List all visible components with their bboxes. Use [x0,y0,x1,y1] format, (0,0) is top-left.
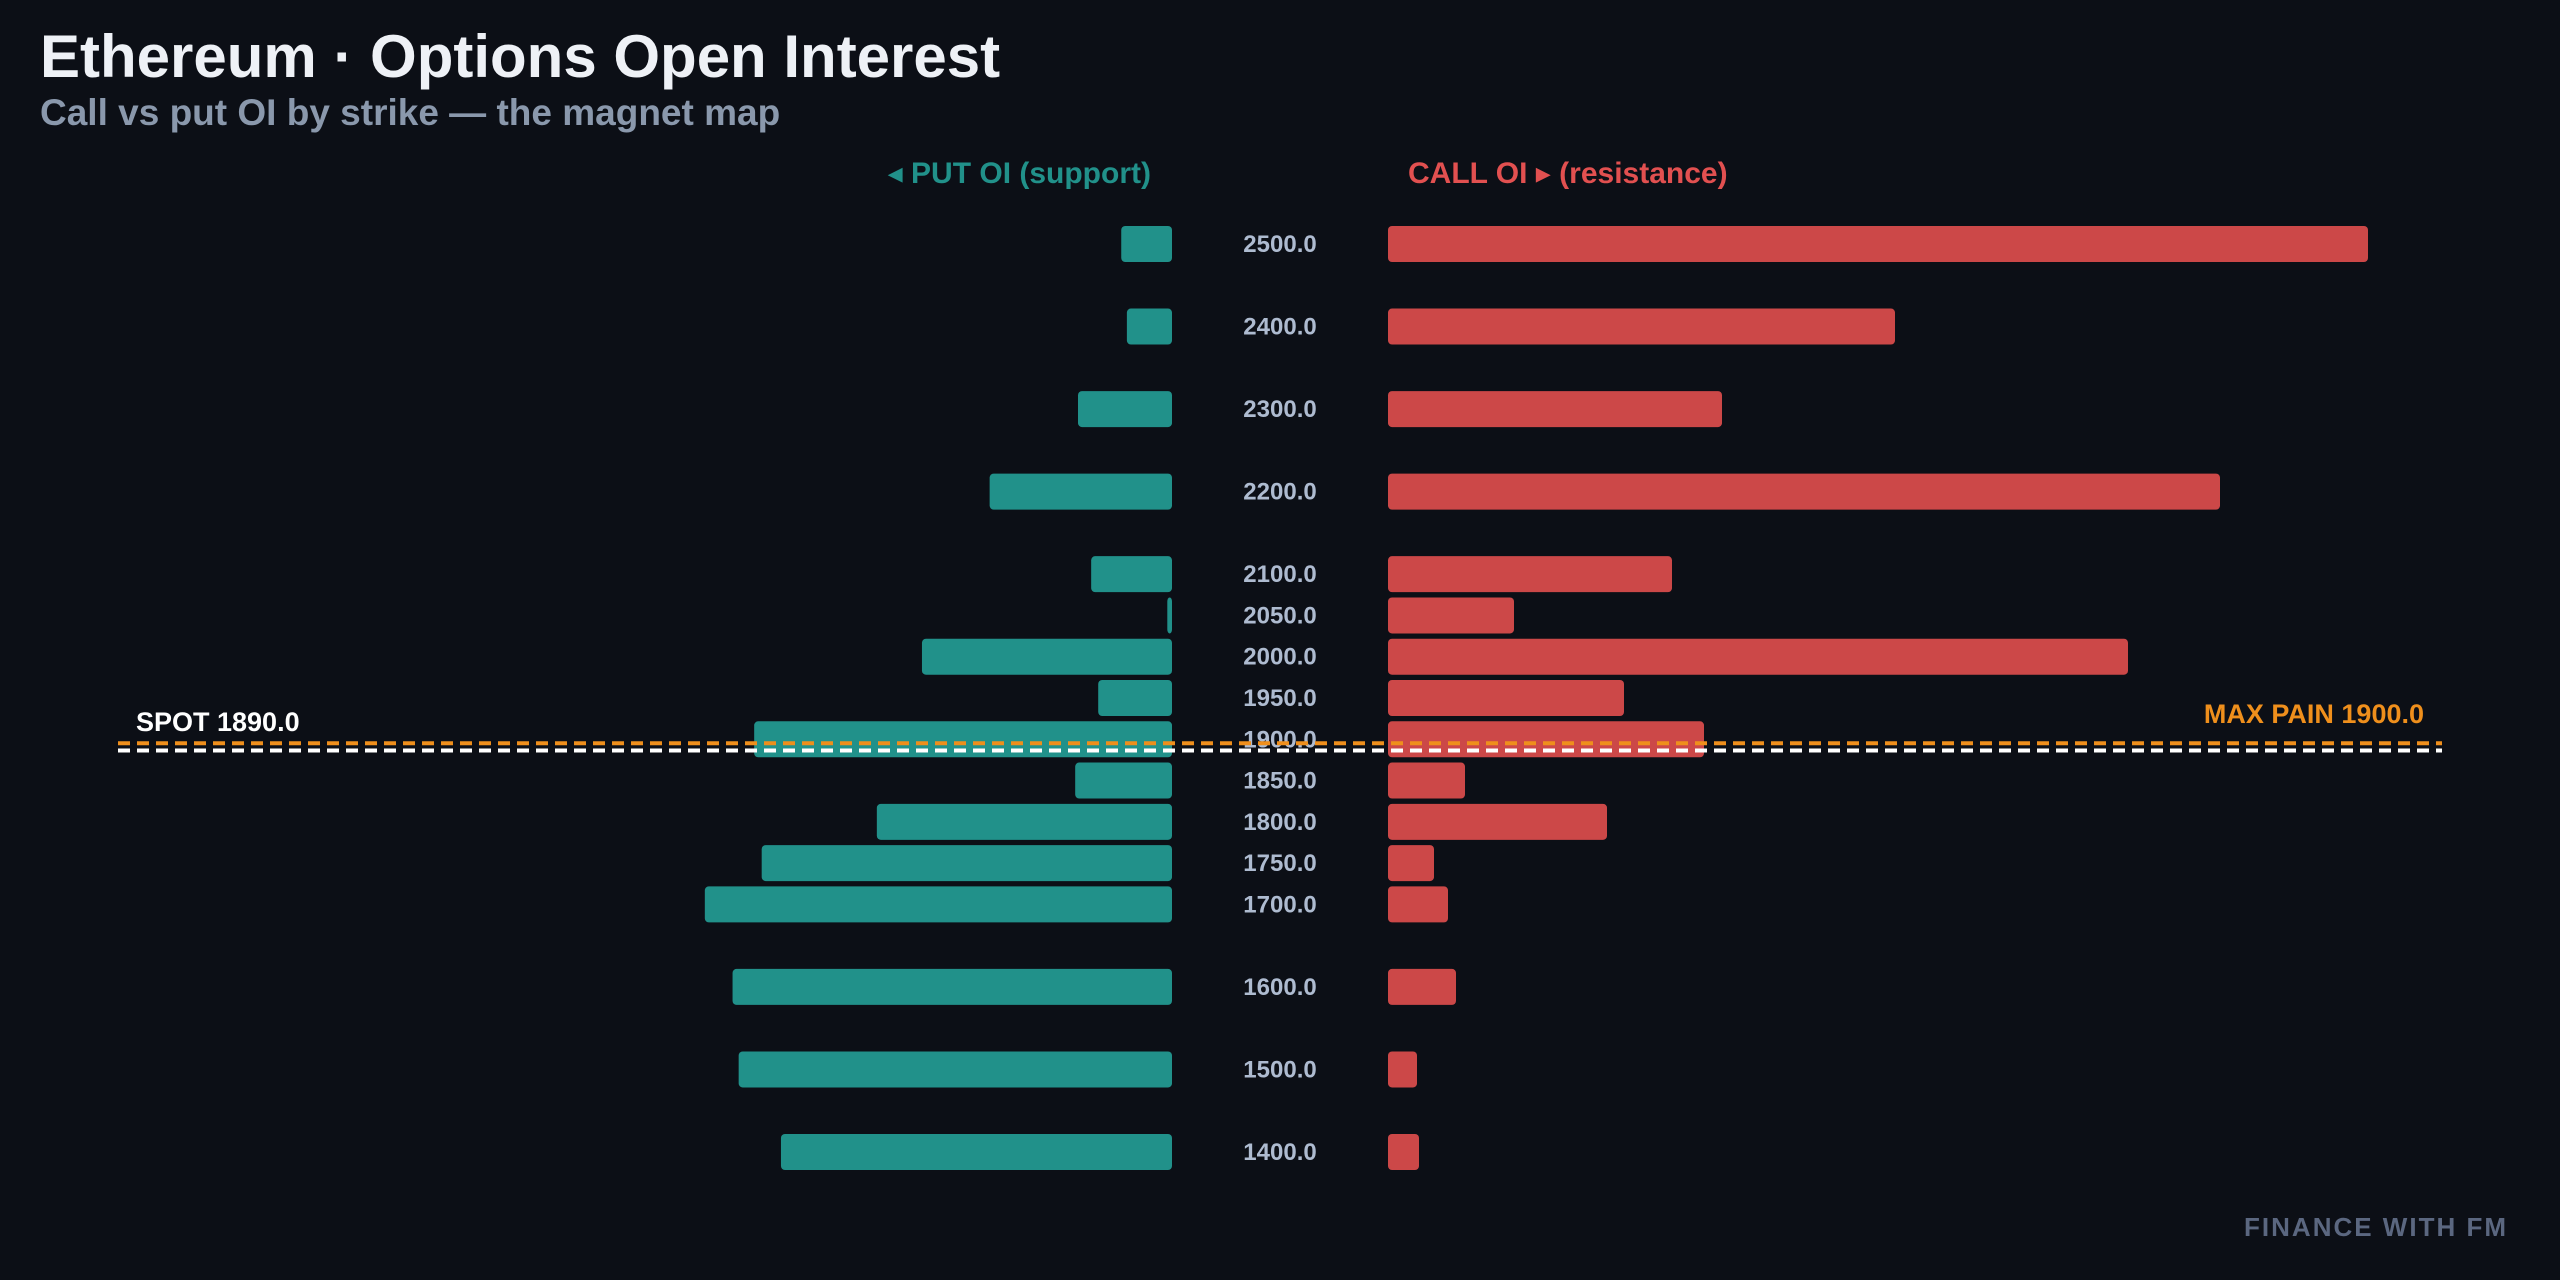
chart-title: Ethereum · Options Open Interest [40,23,1001,90]
put-oi-bar [704,886,1172,923]
strike-label: 1400.0 [1243,1139,1316,1166]
put-oi-bar [761,845,1172,882]
put-oi-bar [1078,391,1172,428]
call-oi-header: CALL OI ▸ (resistance) [1408,157,1728,190]
call-oi-bar [1388,597,1514,634]
put-oi-bar [1167,597,1172,634]
strike-label: 1750.0 [1243,850,1316,877]
put-oi-bar [1098,680,1172,716]
strike-label: 1700.0 [1243,891,1316,918]
put-oi-bar [754,721,1172,758]
call-oi-bar [1388,1134,1419,1170]
call-oi-bar [1388,680,1624,716]
strike-label: 1800.0 [1243,809,1316,836]
strike-label: 2400.0 [1243,314,1316,341]
chart-subtitle: Call vs put OI by strike — the magnet ma… [40,92,781,133]
strike-label: 2500.0 [1243,231,1316,258]
max-pain-label: MAX PAIN 1900.0 [2204,699,2424,729]
call-oi-bar [1388,845,1434,882]
call-oi-bar [1388,638,2128,675]
strike-label: 2000.0 [1243,644,1316,671]
put-oi-header: ◂ PUT OI (support) [888,157,1151,190]
put-oi-bar [738,1051,1172,1088]
put-oi-bar [1126,308,1172,345]
call-oi-bar [1388,968,1456,1005]
strike-label: 2300.0 [1243,396,1316,423]
strike-label: 1600.0 [1243,974,1316,1001]
call-oi-bar [1388,721,1704,758]
watermark: FINANCE WITH FM [2244,1212,2508,1242]
call-oi-bar [1388,473,2220,510]
strike-label: 2100.0 [1243,561,1316,588]
put-oi-bar [780,1134,1172,1170]
strike-label: 2050.0 [1243,602,1316,629]
strike-label: 1500.0 [1243,1056,1316,1083]
put-oi-bar [921,638,1172,675]
call-oi-bar [1388,803,1607,840]
put-oi-bar [1075,762,1172,799]
call-oi-bar [1388,1051,1417,1088]
call-oi-bar [1388,886,1448,923]
strike-label: 1850.0 [1243,768,1316,795]
strike-label: 1950.0 [1243,685,1316,712]
call-oi-bar [1388,391,1722,428]
reference-lines: MAX PAIN 1900.0 SPOT 1890.0 [118,699,2442,753]
spot-label: SPOT 1890.0 [136,707,300,737]
put-oi-bar [732,968,1172,1005]
bar-group: 2500.0 2400.0 2300.0 2200.0 2100.0 2050.0 2000… [704,226,2368,1170]
call-oi-bar [1388,226,2368,262]
call-oi-bar [1388,308,1895,345]
put-oi-bar [989,473,1172,510]
call-oi-bar [1388,556,1672,593]
put-oi-bar [876,803,1172,840]
strike-label: 2200.0 [1243,479,1316,506]
put-oi-bar [1121,226,1172,262]
put-oi-bar [1091,556,1172,593]
call-oi-bar [1388,762,1465,799]
